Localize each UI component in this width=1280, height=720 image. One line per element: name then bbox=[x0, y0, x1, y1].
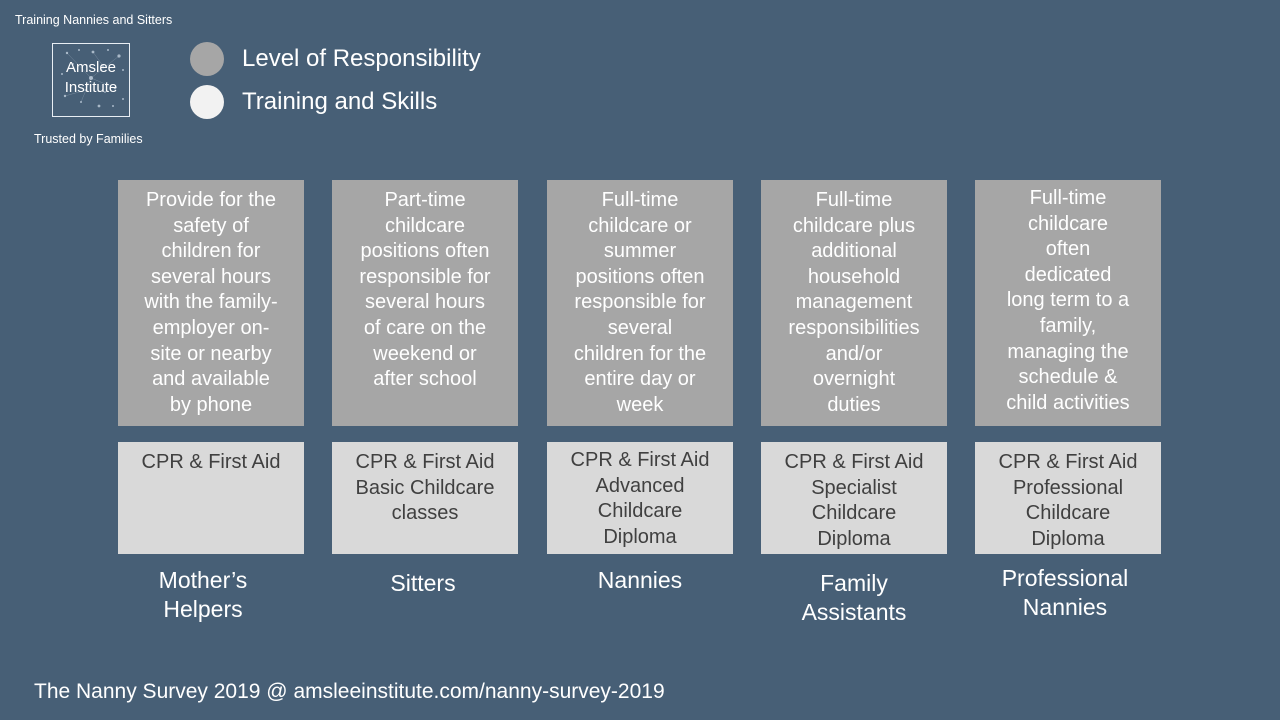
responsibility-line: management bbox=[795, 291, 913, 314]
responsibility-box-professional-nannies: Full-time childcare often dedicated long… bbox=[975, 180, 1161, 426]
responsibility-line: Full-time bbox=[1029, 187, 1107, 209]
training-line: classes bbox=[391, 502, 459, 525]
responsibility-line: Full-time bbox=[601, 189, 679, 211]
training-line: Childcare bbox=[597, 500, 683, 523]
training-line: Childcare bbox=[1025, 502, 1111, 525]
responsibility-line: employer on- bbox=[152, 316, 270, 339]
role-line: Mother’s bbox=[158, 567, 248, 593]
responsibility-box-mothers-helpers: Provide for the safety of children for s… bbox=[118, 180, 304, 426]
responsibility-line: by phone bbox=[169, 393, 253, 416]
responsibility-line: positions often bbox=[575, 265, 705, 288]
amslee-logo: Amslee Institute bbox=[52, 43, 130, 117]
responsibility-line: childcare bbox=[384, 214, 466, 237]
responsibility-line: Part-time bbox=[384, 189, 466, 211]
role-label-professional-nannies: Professional Nannies bbox=[972, 564, 1158, 622]
training-line: Childcare bbox=[811, 502, 897, 525]
legend-item-responsibility: Level of Responsibility bbox=[190, 42, 481, 76]
responsibility-line: of care on the bbox=[363, 316, 487, 339]
responsibility-box-nannies: Full-time childcare or summer positions … bbox=[547, 180, 733, 426]
training-line: Diploma bbox=[1031, 527, 1105, 550]
responsibility-line: household bbox=[807, 265, 901, 288]
responsibility-line: additional bbox=[811, 240, 897, 263]
responsibility-line: dedicated bbox=[1024, 263, 1112, 286]
responsibility-line: often bbox=[1045, 238, 1091, 261]
legend-item-training: Training and Skills bbox=[190, 85, 437, 119]
responsibility-box-family-assistants: Full-time childcare plus additional hous… bbox=[761, 180, 947, 426]
legend-dot-grey bbox=[190, 42, 224, 76]
responsibility-line: Full-time bbox=[815, 189, 893, 211]
training-line: Basic Childcare bbox=[355, 476, 495, 499]
training-line: CPR & First Aid bbox=[141, 451, 281, 473]
responsibility-line: responsibilities bbox=[788, 316, 920, 339]
training-line: CPR & First Aid bbox=[784, 451, 924, 473]
responsibility-line: positions often bbox=[360, 240, 490, 263]
responsibility-line: long term to a bbox=[1006, 289, 1130, 312]
responsibility-line: and/or bbox=[825, 342, 883, 365]
role-label-mothers-helpers: Mother’s Helpers bbox=[110, 566, 296, 624]
responsibility-line: responsible for bbox=[359, 265, 491, 288]
responsibility-box-sitters: Part-time childcare positions often resp… bbox=[332, 180, 518, 426]
training-line: CPR & First Aid bbox=[998, 451, 1138, 473]
logo-line-1: Amslee bbox=[65, 59, 117, 76]
role-line: Professional bbox=[1001, 565, 1129, 591]
responsibility-line: weekend or bbox=[373, 342, 477, 365]
role-line: Family bbox=[820, 570, 888, 596]
legend-label-responsibility: Level of Responsibility bbox=[242, 45, 481, 72]
training-box-family-assistants: CPR & First Aid Specialist Childcare Dip… bbox=[761, 442, 947, 554]
responsibility-line: family, bbox=[1039, 314, 1097, 337]
responsibility-line: entire day or bbox=[584, 368, 696, 391]
training-line: Advanced bbox=[595, 474, 685, 497]
responsibility-line: several hours bbox=[364, 291, 486, 314]
role-line: Nannies bbox=[597, 567, 683, 593]
responsibility-line: summer bbox=[603, 240, 677, 263]
training-box-mothers-helpers: CPR & First Aid bbox=[118, 442, 304, 554]
training-box-nannies: CPR & First Aid Advanced Childcare Diplo… bbox=[547, 442, 733, 554]
training-box-sitters: CPR & First Aid Basic Childcare classes bbox=[332, 442, 518, 554]
role-line: Sitters bbox=[390, 570, 456, 596]
role-label-sitters: Sitters bbox=[330, 569, 516, 598]
responsibility-line: responsible for bbox=[574, 291, 706, 314]
logo-line-2: Institute bbox=[64, 79, 118, 96]
responsibility-line: week bbox=[616, 393, 664, 416]
responsibility-line: safety of bbox=[173, 214, 249, 237]
responsibility-line: children for bbox=[161, 240, 261, 263]
responsibility-line: with the family- bbox=[144, 291, 278, 314]
role-label-family-assistants: Family Assistants bbox=[761, 569, 947, 627]
training-line: CPR & First Aid bbox=[570, 449, 710, 471]
responsibility-line: childcare or bbox=[588, 214, 692, 237]
responsibility-line: children for the bbox=[573, 342, 707, 365]
responsibility-line: managing the bbox=[1007, 340, 1129, 363]
responsibility-line: and available bbox=[152, 368, 270, 391]
responsibility-line: after school bbox=[373, 368, 477, 391]
constellation-icon bbox=[61, 49, 124, 108]
role-line: Helpers bbox=[163, 596, 243, 622]
training-line: Diploma bbox=[603, 525, 677, 548]
training-line: Specialist bbox=[811, 476, 897, 499]
responsibility-line: overnight bbox=[812, 368, 896, 391]
responsibility-line: several bbox=[607, 316, 673, 339]
role-line: Assistants bbox=[801, 599, 907, 625]
responsibility-line: several hours bbox=[150, 265, 272, 288]
legend-dot-white bbox=[190, 85, 224, 119]
training-line: Professional bbox=[1012, 476, 1124, 499]
responsibility-line: schedule & bbox=[1018, 366, 1118, 389]
responsibility-line: childcare bbox=[1027, 212, 1109, 235]
role-line: Nannies bbox=[1022, 594, 1108, 620]
footer-source: The Nanny Survey 2019 @ amsleeinstitute.… bbox=[34, 680, 665, 703]
brand-tagline-top: Training Nannies and Sitters bbox=[15, 13, 173, 27]
responsibility-line: child activities bbox=[1006, 391, 1130, 414]
training-box-professional-nannies: CPR & First Aid Professional Childcare D… bbox=[975, 442, 1161, 554]
responsibility-line: childcare plus bbox=[792, 214, 916, 237]
responsibility-line: Provide for the bbox=[145, 189, 277, 211]
training-line: CPR & First Aid bbox=[355, 451, 495, 473]
legend-label-training: Training and Skills bbox=[242, 88, 438, 115]
responsibility-line: duties bbox=[827, 393, 881, 416]
role-label-nannies: Nannies bbox=[547, 566, 733, 595]
brand-tagline-bottom: Trusted by Families bbox=[34, 132, 143, 146]
responsibility-line: site or nearby bbox=[150, 342, 272, 365]
training-line: Diploma bbox=[817, 527, 891, 550]
